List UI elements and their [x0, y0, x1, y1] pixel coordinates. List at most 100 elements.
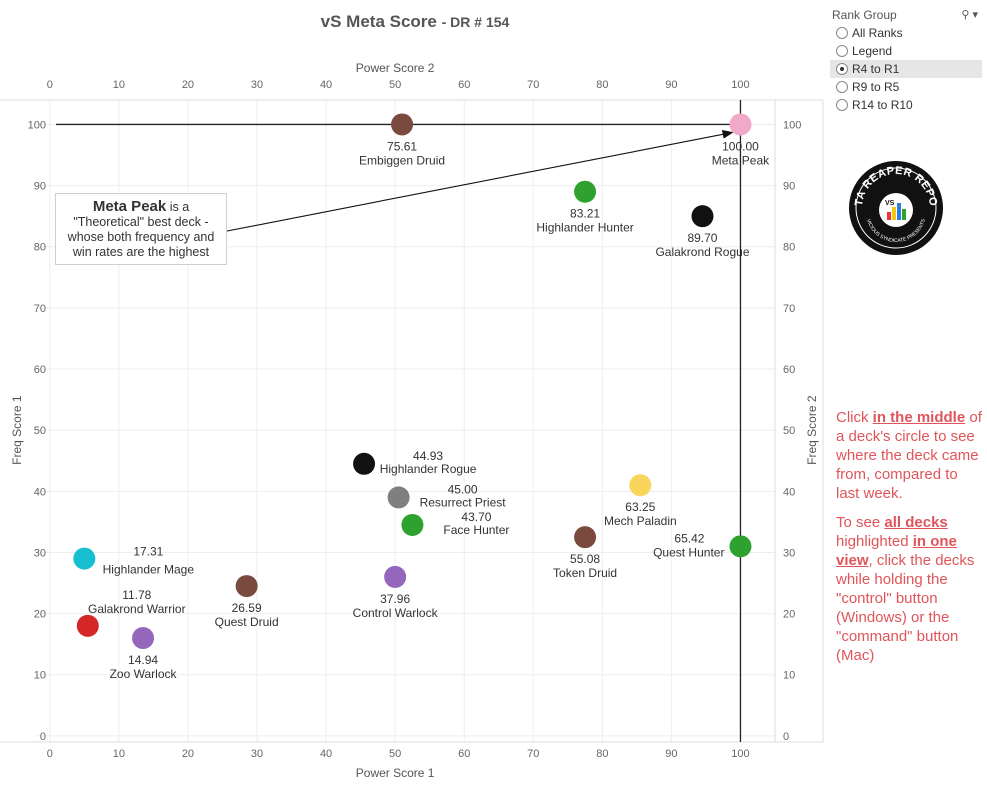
x-tick-bottom: 60 [458, 748, 470, 760]
instructions-note: Click in the middle of a deck's circle t… [836, 408, 984, 675]
point-label: Galakrond Rogue [655, 245, 749, 259]
y-tick-right: 10 [783, 670, 795, 682]
x-axis-title-bottom: Power Score 1 [356, 766, 435, 780]
callout-line-3: whose both frequency and [67, 230, 215, 244]
y-tick-left: 50 [34, 425, 46, 437]
point-label: Quest Druid [215, 615, 279, 629]
radio-icon[interactable] [836, 81, 848, 93]
point-value: 11.78 [122, 588, 151, 602]
rank-group-header: Rank Group ⚲ ▾ [830, 6, 982, 24]
logo-badge: VS [885, 200, 895, 207]
x-tick-bottom: 100 [731, 748, 749, 760]
x-tick-top: 70 [527, 79, 539, 91]
y-tick-left: 0 [40, 731, 46, 743]
x-tick-top: 0 [47, 79, 53, 91]
rank-option-r4-r1[interactable]: R4 to R1 [830, 60, 982, 78]
point-label: Highlander Hunter [536, 221, 633, 235]
point-highlander-hunter [574, 180, 597, 203]
point-label: Face Hunter [443, 523, 509, 537]
y-tick-right: 30 [783, 547, 795, 559]
x-tick-bottom: 70 [527, 748, 539, 760]
point-quest-hunter [729, 535, 752, 558]
x-tick-top: 60 [458, 79, 470, 91]
rank-group-label: Rank Group [832, 8, 897, 22]
point-resurrect-priest [387, 486, 410, 509]
point-value: 65.42 [674, 531, 704, 545]
point-control-warlock [384, 565, 407, 588]
point-galakrond-rogue [691, 205, 714, 228]
point-label: Mech Paladin [604, 514, 677, 528]
note-highlight-all: To see all decks highlighted in one view… [836, 514, 975, 664]
point-label: Embiggen Druid [359, 153, 445, 167]
callout-line-2: "Theoretical" best deck - [73, 215, 209, 229]
point-value: 44.93 [413, 449, 443, 463]
rank-option-r9-r5[interactable]: R9 to R5 [830, 78, 982, 96]
dropdown-arrow-icon[interactable]: ▾ [972, 9, 978, 21]
data-reaper-logo: DATA REAPER REPORT VICIOUS SYNDICATE PRE… [848, 160, 943, 255]
y-tick-left: 80 [34, 242, 46, 254]
point-value: 26.59 [232, 601, 262, 615]
rank-option-legend[interactable]: Legend [830, 42, 982, 60]
radio-icon[interactable] [836, 99, 848, 111]
chart-title: vS Meta Score - DR # 154 [0, 12, 830, 32]
point-zoo-warlock [132, 627, 155, 650]
y-tick-left: 100 [28, 119, 46, 131]
x-tick-bottom: 20 [182, 748, 194, 760]
point-value: 100.00 [722, 139, 759, 153]
x-tick-top: 100 [731, 79, 749, 91]
rank-option-label: R14 to R10 [852, 98, 913, 112]
point-label: Meta Peak [712, 153, 770, 167]
point-label: Control Warlock [353, 606, 439, 620]
x-tick-top: 90 [665, 79, 677, 91]
rank-option-label: R9 to R5 [852, 80, 900, 94]
y-tick-left: 40 [34, 486, 46, 498]
y-tick-right: 90 [783, 181, 795, 193]
radio-icon[interactable] [836, 27, 848, 39]
y-axis-title-left: Freq Score 1 [10, 395, 24, 465]
y-tick-right: 50 [783, 425, 795, 437]
point-value: 17.31 [133, 545, 163, 559]
point-value: 55.08 [570, 552, 600, 566]
y-tick-right: 70 [783, 303, 795, 315]
meta-peak-callout: Meta Peak is a "Theoretical" best deck -… [55, 193, 227, 265]
x-tick-bottom: 10 [113, 748, 125, 760]
rank-option-r14-r10[interactable]: R14 to R10 [830, 96, 982, 114]
point-value: 14.94 [128, 653, 158, 667]
y-tick-left: 20 [34, 609, 46, 621]
point-value: 43.70 [461, 510, 491, 524]
point-quest-druid [235, 575, 258, 598]
radio-selected-icon[interactable] [836, 63, 848, 75]
x-tick-bottom: 80 [596, 748, 608, 760]
x-tick-top: 10 [113, 79, 125, 91]
x-tick-top: 30 [251, 79, 263, 91]
y-tick-left: 30 [34, 547, 46, 559]
search-icon[interactable]: ⚲ [961, 9, 970, 21]
radio-icon[interactable] [836, 45, 848, 57]
rank-option-label: All Ranks [852, 26, 903, 40]
point-meta-peak [729, 113, 752, 136]
y-tick-right: 20 [783, 609, 795, 621]
callout-line-4: win rates are the highest [72, 245, 210, 259]
x-tick-bottom: 40 [320, 748, 332, 760]
callout-bold: Meta Peak [92, 198, 167, 215]
chart-title-main: vS Meta Score [320, 12, 437, 31]
point-label: Highlander Rogue [380, 462, 477, 476]
y-tick-right: 80 [783, 242, 795, 254]
point-highlander-rogue [353, 452, 376, 475]
y-tick-right: 100 [783, 119, 801, 131]
x-axis-title-top: Power Score 2 [356, 61, 435, 75]
y-tick-left: 60 [34, 364, 46, 376]
y-tick-right: 40 [783, 486, 795, 498]
point-value: 63.25 [625, 500, 655, 514]
x-tick-top: 50 [389, 79, 401, 91]
point-label: Galakrond Warrior [88, 602, 186, 616]
x-tick-top: 40 [320, 79, 332, 91]
x-tick-bottom: 0 [47, 748, 53, 760]
point-value: 83.21 [570, 207, 600, 221]
y-axis-title-right: Freq Score 2 [805, 395, 819, 465]
point-value: 89.70 [687, 231, 717, 245]
y-tick-left: 90 [34, 181, 46, 193]
rank-group-filter: Rank Group ⚲ ▾ All Ranks Legend R4 to R1… [830, 6, 982, 114]
rank-option-all-ranks[interactable]: All Ranks [830, 24, 982, 42]
